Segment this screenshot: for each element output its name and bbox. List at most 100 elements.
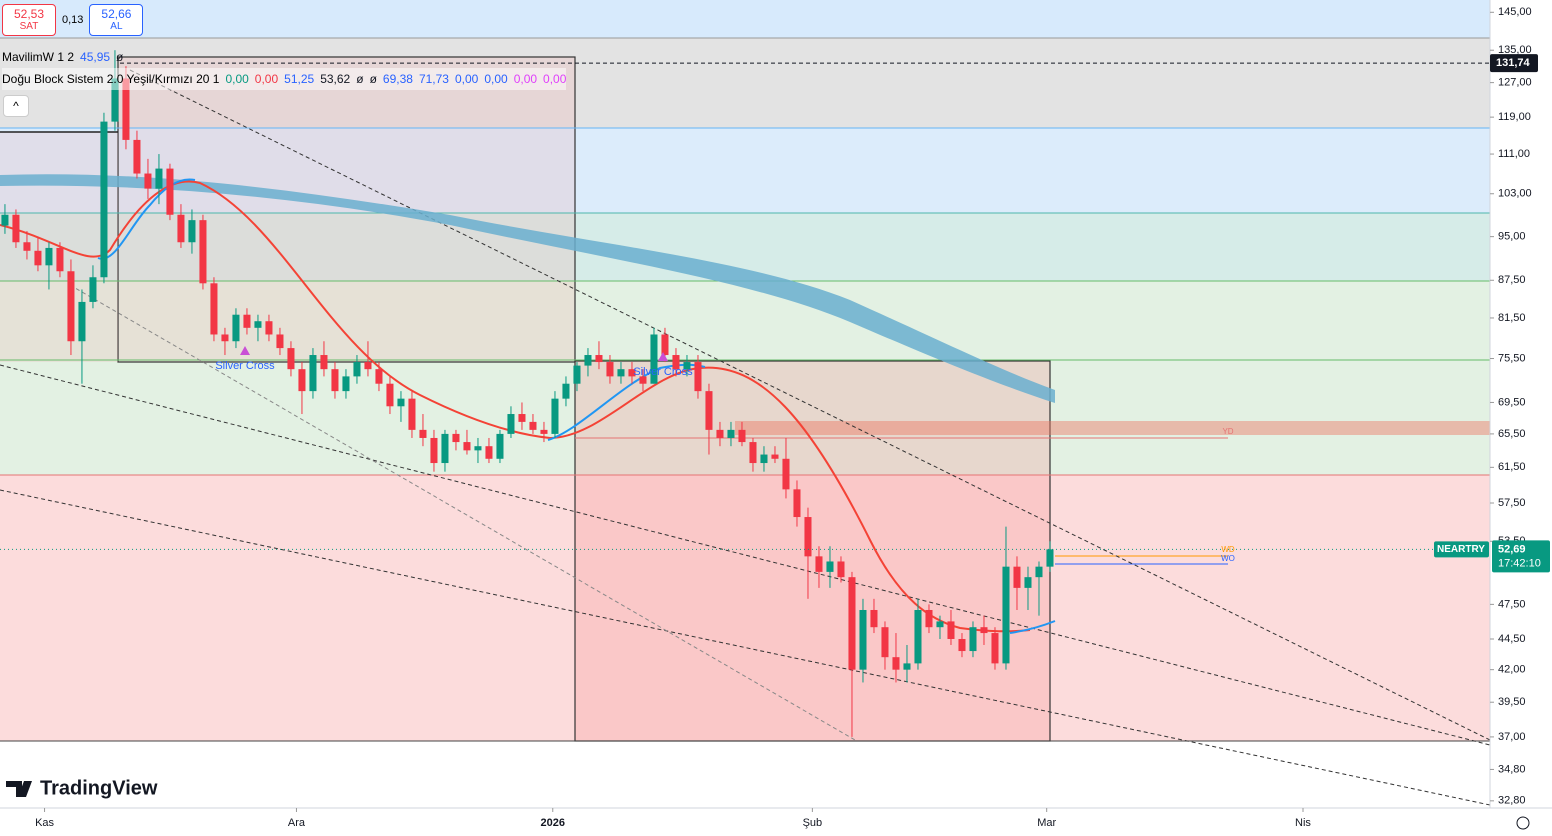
symbol-tag [1434,541,1489,558]
price-line-tag [1490,54,1538,73]
indicator-row[interactable]: Doğu Block Sistem 2.0 Yeşil/Kırmızı 20 1… [2,68,567,90]
buy-button[interactable]: 52,66 AL [89,4,144,36]
candle-body [144,173,152,189]
candle-body [353,362,361,377]
indicator-row[interactable]: MavilimW 1 2 45,95 ø [2,46,566,68]
indicator-value: 71,73 [418,72,449,86]
candle-body [573,365,581,384]
candle-body [287,348,295,370]
candle-body [386,383,394,407]
y-tick-label: 32,80 [1498,795,1526,807]
candle-body [320,355,328,370]
y-tick-label: 81,50 [1498,312,1526,324]
annotation: WO [1221,554,1235,563]
y-tick-label: 69,50 [1498,396,1526,408]
candle-body [463,442,471,451]
candle-body [991,633,999,664]
candle-body [804,517,812,557]
candle-body [1013,566,1021,588]
annotation: Silver Cross [633,366,693,378]
candle-body [507,414,515,434]
indicator-value: 53,62 [320,72,351,86]
candle-body [606,362,614,377]
candle-body [672,355,680,370]
candle-body [903,663,911,670]
last-price-tag [1492,540,1550,573]
annotation: WD [1221,545,1235,554]
candle-body [925,609,933,628]
candle-body [1024,577,1032,588]
candle-body [683,362,691,370]
collapse-button[interactable]: ^ [3,95,29,117]
y-tick-label: 111,00 [1498,148,1530,160]
candle-body [782,458,790,490]
candle-body [716,429,724,438]
annotation: Silver Cross [215,360,275,372]
candle-body [342,376,350,392]
candle-body [529,421,537,430]
candle-body [617,369,625,377]
candle-body [760,454,768,464]
x-tick-label: Ara [288,817,306,829]
candle-body [452,433,460,443]
candle-body [408,398,416,430]
x-tick-label: Şub [803,817,823,829]
brand: TradingView [6,777,158,799]
spread: 0,13 [62,14,84,26]
candle-body [771,454,779,459]
candle-body [254,321,262,328]
price-ticks: 145,00 135,00 127,00 119,00 111,00 103,00 95,0… [1490,6,1532,807]
candle-body [848,577,856,670]
candle-body [265,321,273,335]
candle-body [958,638,966,652]
symbol-label: NEARTRY [1437,544,1485,555]
price-line-label: 131,74 [1496,57,1531,69]
y-tick-label: 75,50 [1498,352,1526,364]
y-tick-label: 145,00 [1498,6,1532,18]
indicator-value: ø [369,72,377,86]
candle-body [1002,566,1010,664]
buy-price: 52,66 [101,7,132,21]
candle-body [892,657,900,670]
candle-body [815,556,823,572]
trend-lines [0,69,1491,806]
y-tick-label: 65,50 [1498,428,1526,440]
candle-body [540,429,548,434]
indicator-value: 0,00 [254,72,279,86]
candle-body [694,362,702,392]
candle-body [12,214,20,243]
sell-button[interactable]: 52,53 SAT [2,4,56,36]
candle-body [111,78,119,122]
y-tick-label: 42,00 [1498,664,1526,676]
candle-body [562,383,570,399]
candle-body [309,355,317,392]
candle-body [661,334,669,356]
indicator-value: 0,00 [225,72,249,86]
candle-body [485,446,493,459]
indicator-value: 0,00 [543,72,567,86]
y-tick-label: 127,00 [1498,77,1532,89]
buy-label: AL [110,21,123,32]
indicator-value: ø [116,50,124,64]
candle-body [639,376,647,384]
indicator-value: 69,38 [382,72,413,86]
candle-body [1046,549,1054,567]
candle-body [969,627,977,652]
indicator-legend: MavilimW 1 2 45,95 ø Doğu Block Sistem 2.0 … [2,46,567,90]
candle-body [738,429,746,443]
indicator-value: ø [356,72,364,86]
y-tick-label: 57,50 [1498,497,1526,509]
candle-body [980,627,988,634]
x-tick-label: Mar [1037,817,1056,829]
settings-icon[interactable] [1516,816,1530,830]
candle-body [67,271,75,342]
y-tick-label: 37,00 [1498,731,1526,743]
candle-body [518,414,526,422]
candle-body [650,334,658,384]
indicator-name: MavilimW 1 2 [2,50,75,64]
y-tick-label: 47,50 [1498,598,1526,610]
candles [1,50,1054,737]
candle-body [375,369,383,384]
